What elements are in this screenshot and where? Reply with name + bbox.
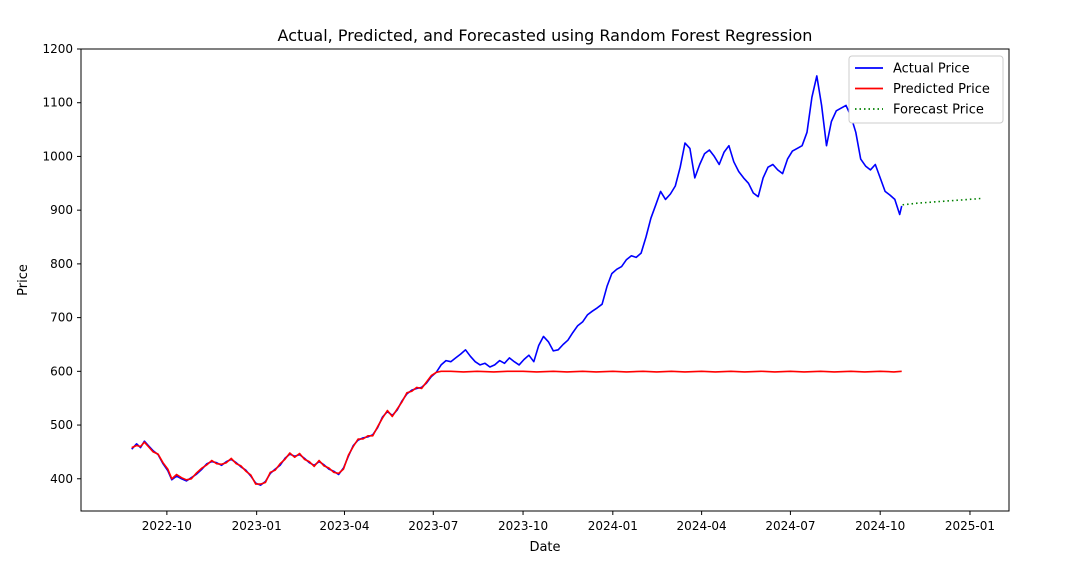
x-axis-label: Date [529,540,560,555]
x-tick-label: 2025-01 [945,519,995,533]
x-tick-label: 2024-01 [588,519,638,533]
y-tick-label: 800 [50,257,73,271]
x-tick-label: 2022-10 [142,519,192,533]
y-tick-label: 600 [50,364,73,378]
forecast-price-legend-label: Forecast Price [893,103,984,118]
y-tick-label: 1200 [42,42,73,56]
y-tick-label: 1000 [42,149,73,163]
predicted-price-line [131,370,902,485]
x-tick-label: 2023-10 [498,519,548,533]
x-tick-label: 2023-01 [232,519,282,533]
plot-frame [80,48,1010,512]
y-axis-label: Price [16,264,31,296]
x-tick-label: 2023-04 [319,519,369,533]
x-tick-label: 2024-04 [677,519,727,533]
legend: Actual Price Predicted Price Forecast Pric… [848,55,1004,124]
y-tick-label: 700 [50,311,73,325]
predicted-price-legend-label: Predicted Price [893,82,990,97]
x-tick-label: 2024-10 [855,519,905,533]
x-tick-label: 2023-07 [408,519,458,533]
y-axis: 400 500 600 700 800 900 1000 1100 1200 [42,42,81,486]
y-tick-label: 1100 [42,96,73,110]
y-tick-label: 500 [50,418,73,432]
forecast-price-line [902,197,983,206]
x-tick-label: 2024-07 [765,519,815,533]
chart-title: Actual, Predicted, and Forecasted using … [278,26,813,45]
legend-box [848,55,1004,124]
actual-price-legend-label: Actual Price [893,62,970,77]
y-tick-label: 900 [50,203,73,217]
plot-lines [131,75,983,487]
y-tick-label: 400 [50,472,73,486]
x-axis: 2022-10 2023-01 2023-04 2023-07 2023-10 2024-… [142,511,995,533]
